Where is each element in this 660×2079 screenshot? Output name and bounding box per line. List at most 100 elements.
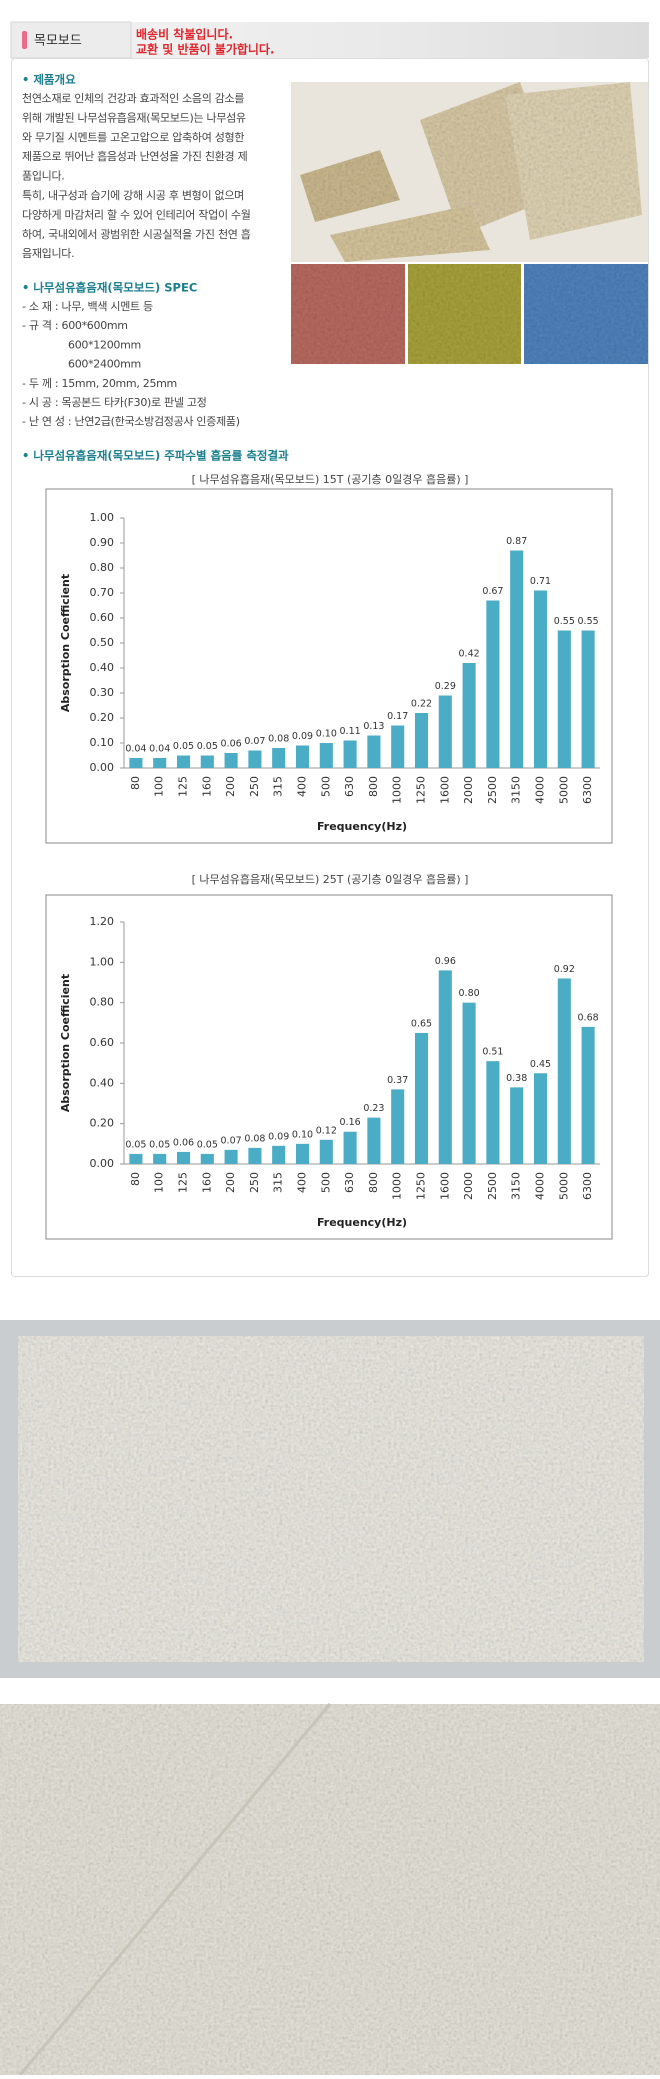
x-tick-label: 6300 [581,1172,594,1200]
value-label: 0.92 [554,964,575,975]
spec-line: - 규 격 : 600*600mm [22,319,128,332]
value-label: 0.67 [482,586,503,597]
x-tick-label: 2500 [486,1172,499,1200]
value-label: 0.05 [125,1139,146,1150]
bar [510,1087,524,1164]
y-tick-label: 0.60 [90,1036,115,1049]
bar [391,1089,405,1164]
x-tick-label: 500 [319,776,332,797]
body-line: 와 무기질 시멘트를 고온고압으로 압축하여 성형한 [22,130,244,144]
bar [462,663,476,768]
body-line: 다양하게 마감처리 할 수 있어 인테리어 작업이 수월 [22,207,251,221]
photo-board-closeup [0,1703,660,2076]
header-title: 목모보드 [34,34,82,49]
bar [533,1073,548,1164]
x-tick-label: 800 [367,776,380,797]
y-tick-label: 0.00 [90,761,115,774]
x-axis-title: Frequency(Hz) [317,820,407,833]
x-tick-label: 100 [153,1172,166,1193]
x-tick-label: 250 [248,776,261,797]
value-label: 0.10 [316,729,337,740]
section-heading: • 나무섬유흡음재(목모보드) 주파수별 흡음률 측정결과 [22,449,289,463]
x-tick-label: 1250 [415,776,428,804]
x-tick-label: 125 [177,776,190,797]
value-label: 0.07 [244,736,265,747]
value-label: 0.96 [435,956,456,967]
spec-line: 600*2400mm [68,358,141,371]
body-line: 품입니다. [22,170,64,183]
bar [176,1151,191,1164]
notice: 교환 및 반품이 불가합니다. [136,42,275,57]
y-tick-label: 0.70 [90,586,115,599]
bar [200,1153,214,1164]
value-label: 0.45 [530,1059,551,1070]
bar [343,740,357,768]
section-heading: • 나무섬유흡음재(목모보드) SPEC [22,281,197,295]
y-tick-label: 0.50 [90,636,115,649]
value-label: 0.06 [173,1137,194,1148]
value-label: 0.05 [173,741,194,752]
value-label: 0.55 [578,616,599,627]
bar [510,550,524,768]
value-label: 0.65 [411,1018,432,1029]
y-tick-label: 0.40 [90,661,115,674]
bar [224,753,238,768]
value-label: 0.09 [292,731,313,742]
bar [557,978,571,1164]
x-tick-label: 400 [296,776,309,797]
bar [367,1117,381,1164]
x-tick-label: 100 [153,776,166,797]
bar [295,745,310,768]
y-tick-label: 0.00 [90,1157,115,1170]
bar [176,755,191,768]
x-tick-label: 630 [343,776,356,797]
bar [272,1145,286,1164]
x-tick-label: 6300 [581,776,594,804]
value-label: 0.16 [340,1117,361,1128]
x-tick-label: 315 [272,1172,285,1193]
x-tick-label: 400 [296,1172,309,1193]
x-tick-label: 5000 [557,1172,570,1200]
spec-line: - 두 께 : 15mm, 20mm, 25mm [22,377,177,390]
x-tick-label: 200 [224,1172,237,1193]
value-label: 0.05 [197,1139,218,1150]
value-label: 0.55 [554,616,575,627]
bar [343,1131,357,1164]
value-label: 0.37 [387,1075,408,1086]
x-tick-label: 2000 [462,776,475,804]
x-tick-label: 315 [272,776,285,797]
y-tick-label: 1.00 [90,955,115,968]
value-label: 0.12 [316,1125,337,1136]
spec-line: - 소 재 : 나무, 백색 시멘트 등 [22,300,153,313]
value-label: 0.05 [149,1139,170,1150]
bar [581,1026,595,1164]
bar [200,755,214,768]
y-tick-label: 0.30 [90,686,115,699]
chart-caption: [ 나무섬유흡음재(목모보드) 15T (공기층 0일경우 흡음률) ] [192,472,469,486]
x-tick-label: 2000 [462,1172,475,1200]
x-tick-label: 1000 [391,1172,404,1200]
x-tick-label: 125 [177,1172,190,1193]
x-tick-label: 200 [224,776,237,797]
bar [319,1139,333,1164]
bar [414,713,429,768]
bar [248,750,262,768]
x-tick-label: 500 [319,1172,332,1193]
value-label: 0.06 [221,739,242,750]
header-tab [10,21,132,59]
x-tick-label: 800 [367,1172,380,1193]
x-tick-label: 1250 [415,1172,428,1200]
value-label: 0.80 [459,988,480,999]
bar [153,1153,167,1164]
body-line: 음재입니다. [22,247,74,260]
x-tick-label: 1000 [391,776,404,804]
value-label: 0.68 [578,1012,599,1023]
bar [129,758,143,768]
x-tick-label: 3150 [510,776,523,804]
spec-line: 600*1200mm [68,338,141,351]
x-tick-label: 160 [200,1172,213,1193]
value-label: 0.04 [149,744,170,755]
x-tick-label: 630 [343,1172,356,1193]
value-label: 0.22 [411,699,432,710]
